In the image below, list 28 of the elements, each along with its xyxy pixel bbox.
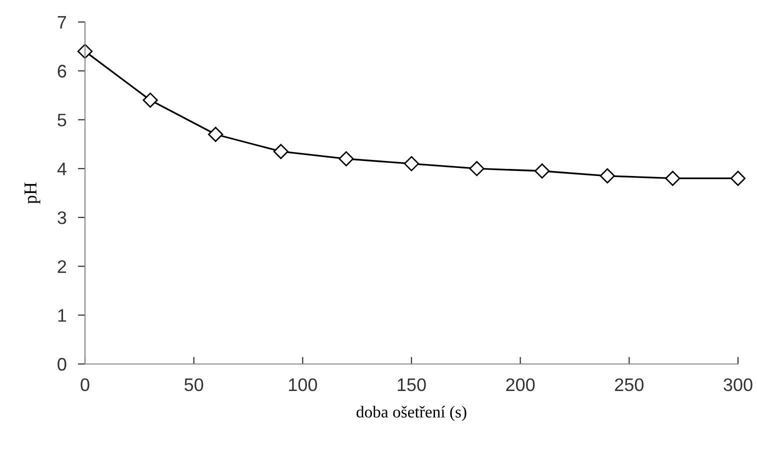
- point: [469, 161, 484, 176]
- y-tick-label: 1: [58, 309, 66, 322]
- y-tick-label: 6: [58, 64, 66, 78]
- point: [534, 163, 550, 179]
- y-axis-title: pH: [24, 182, 40, 204]
- y-tick-label: 3: [58, 211, 66, 224]
- point: [142, 92, 158, 108]
- y-tick-label: 7: [58, 16, 66, 29]
- y-tick-label: 5: [58, 114, 66, 126]
- x-tick-label: 250: [615, 378, 644, 392]
- x-tick-label: 150: [398, 378, 426, 392]
- x-tick-label: 300: [724, 378, 752, 392]
- point: [404, 156, 420, 172]
- x-tick-label: 100: [288, 378, 318, 392]
- y-tick-label: 0: [58, 358, 66, 371]
- point: [600, 168, 615, 184]
- x-tick-label: 200: [506, 378, 535, 392]
- x-tick-label: 0: [80, 378, 90, 392]
- point: [77, 44, 93, 59]
- point: [208, 126, 224, 142]
- y-tick-label: 4: [57, 162, 66, 176]
- point: [338, 151, 354, 166]
- x-axis-title: doba ošetření (s): [356, 406, 466, 421]
- point: [273, 144, 288, 160]
- point: [730, 170, 746, 186]
- point: [665, 170, 680, 186]
- x-tick-label: 50: [184, 378, 204, 392]
- y-tick-label: 2: [58, 260, 66, 273]
